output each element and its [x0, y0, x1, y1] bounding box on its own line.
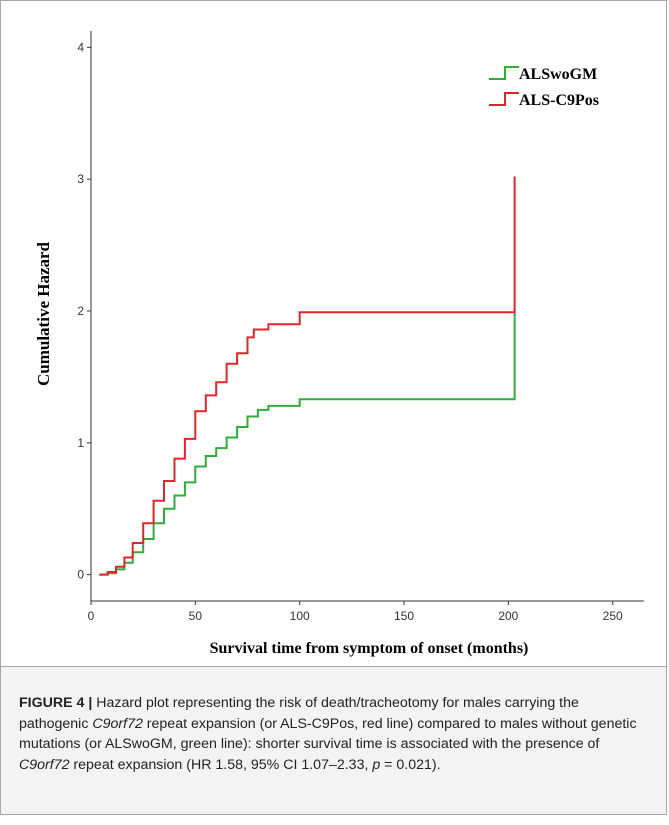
caption-text-2: repeat expansion (or ALS-C9Pos, red line… [19, 715, 637, 753]
legend-label-0: ALSwoGM [519, 66, 597, 83]
y-tick-label: 0 [77, 568, 84, 582]
figure-panel: 0 1 2 3 4 0 50 100 150 200 250 ALSwoGM ALS-C9Pos Cu… [0, 0, 667, 667]
x-tick-label: 250 [603, 609, 623, 623]
y-tick-label: 4 [77, 40, 84, 54]
y-tick-label: 1 [77, 436, 84, 450]
caption-gene-2: C9orf72 [19, 756, 70, 773]
x-tick-label: 50 [189, 609, 203, 623]
caption-text-1: Hazard plot representing the risk of dea… [19, 695, 579, 732]
caption-gene-1: C9orf72 [92, 715, 143, 732]
x-axis-label: Survival time from symptom of onset (mon… [210, 640, 529, 657]
series-line-als-c9pos [99, 176, 516, 576]
caption-p-symbol: p [372, 756, 381, 773]
legend: ALSwoGM ALS-C9Pos [489, 66, 599, 109]
y-tick-label: 2 [77, 304, 84, 318]
x-tick-label: 200 [498, 609, 518, 623]
axes: 0 1 2 3 4 0 50 100 150 200 250 [77, 31, 644, 623]
caption-label: FIGURE 4 | [19, 695, 93, 711]
y-axis-label: Cumulative Hazard [34, 241, 53, 386]
legend-label-1: ALS-C9Pos [519, 92, 599, 109]
legend-key-1 [489, 92, 519, 106]
hazard-chart: 0 1 2 3 4 0 50 100 150 200 250 ALSwoGM ALS-C9Pos Cu… [34, 31, 644, 657]
figure-caption: FIGURE 4 | Hazard plot representing the … [0, 667, 667, 815]
y-tick-label: 3 [77, 172, 84, 186]
caption-text-3: repeat expansion (HR 1.58, 95% CI 1.07–2… [69, 756, 373, 773]
x-tick-label: 100 [290, 609, 310, 623]
x-tick-label: 0 [88, 609, 95, 623]
series-lines [99, 176, 516, 576]
x-tick-label: 150 [394, 609, 414, 623]
legend-key-0 [489, 66, 519, 80]
series-line-alswogm [99, 311, 516, 576]
caption-text-4: = 0.021). [380, 756, 441, 773]
